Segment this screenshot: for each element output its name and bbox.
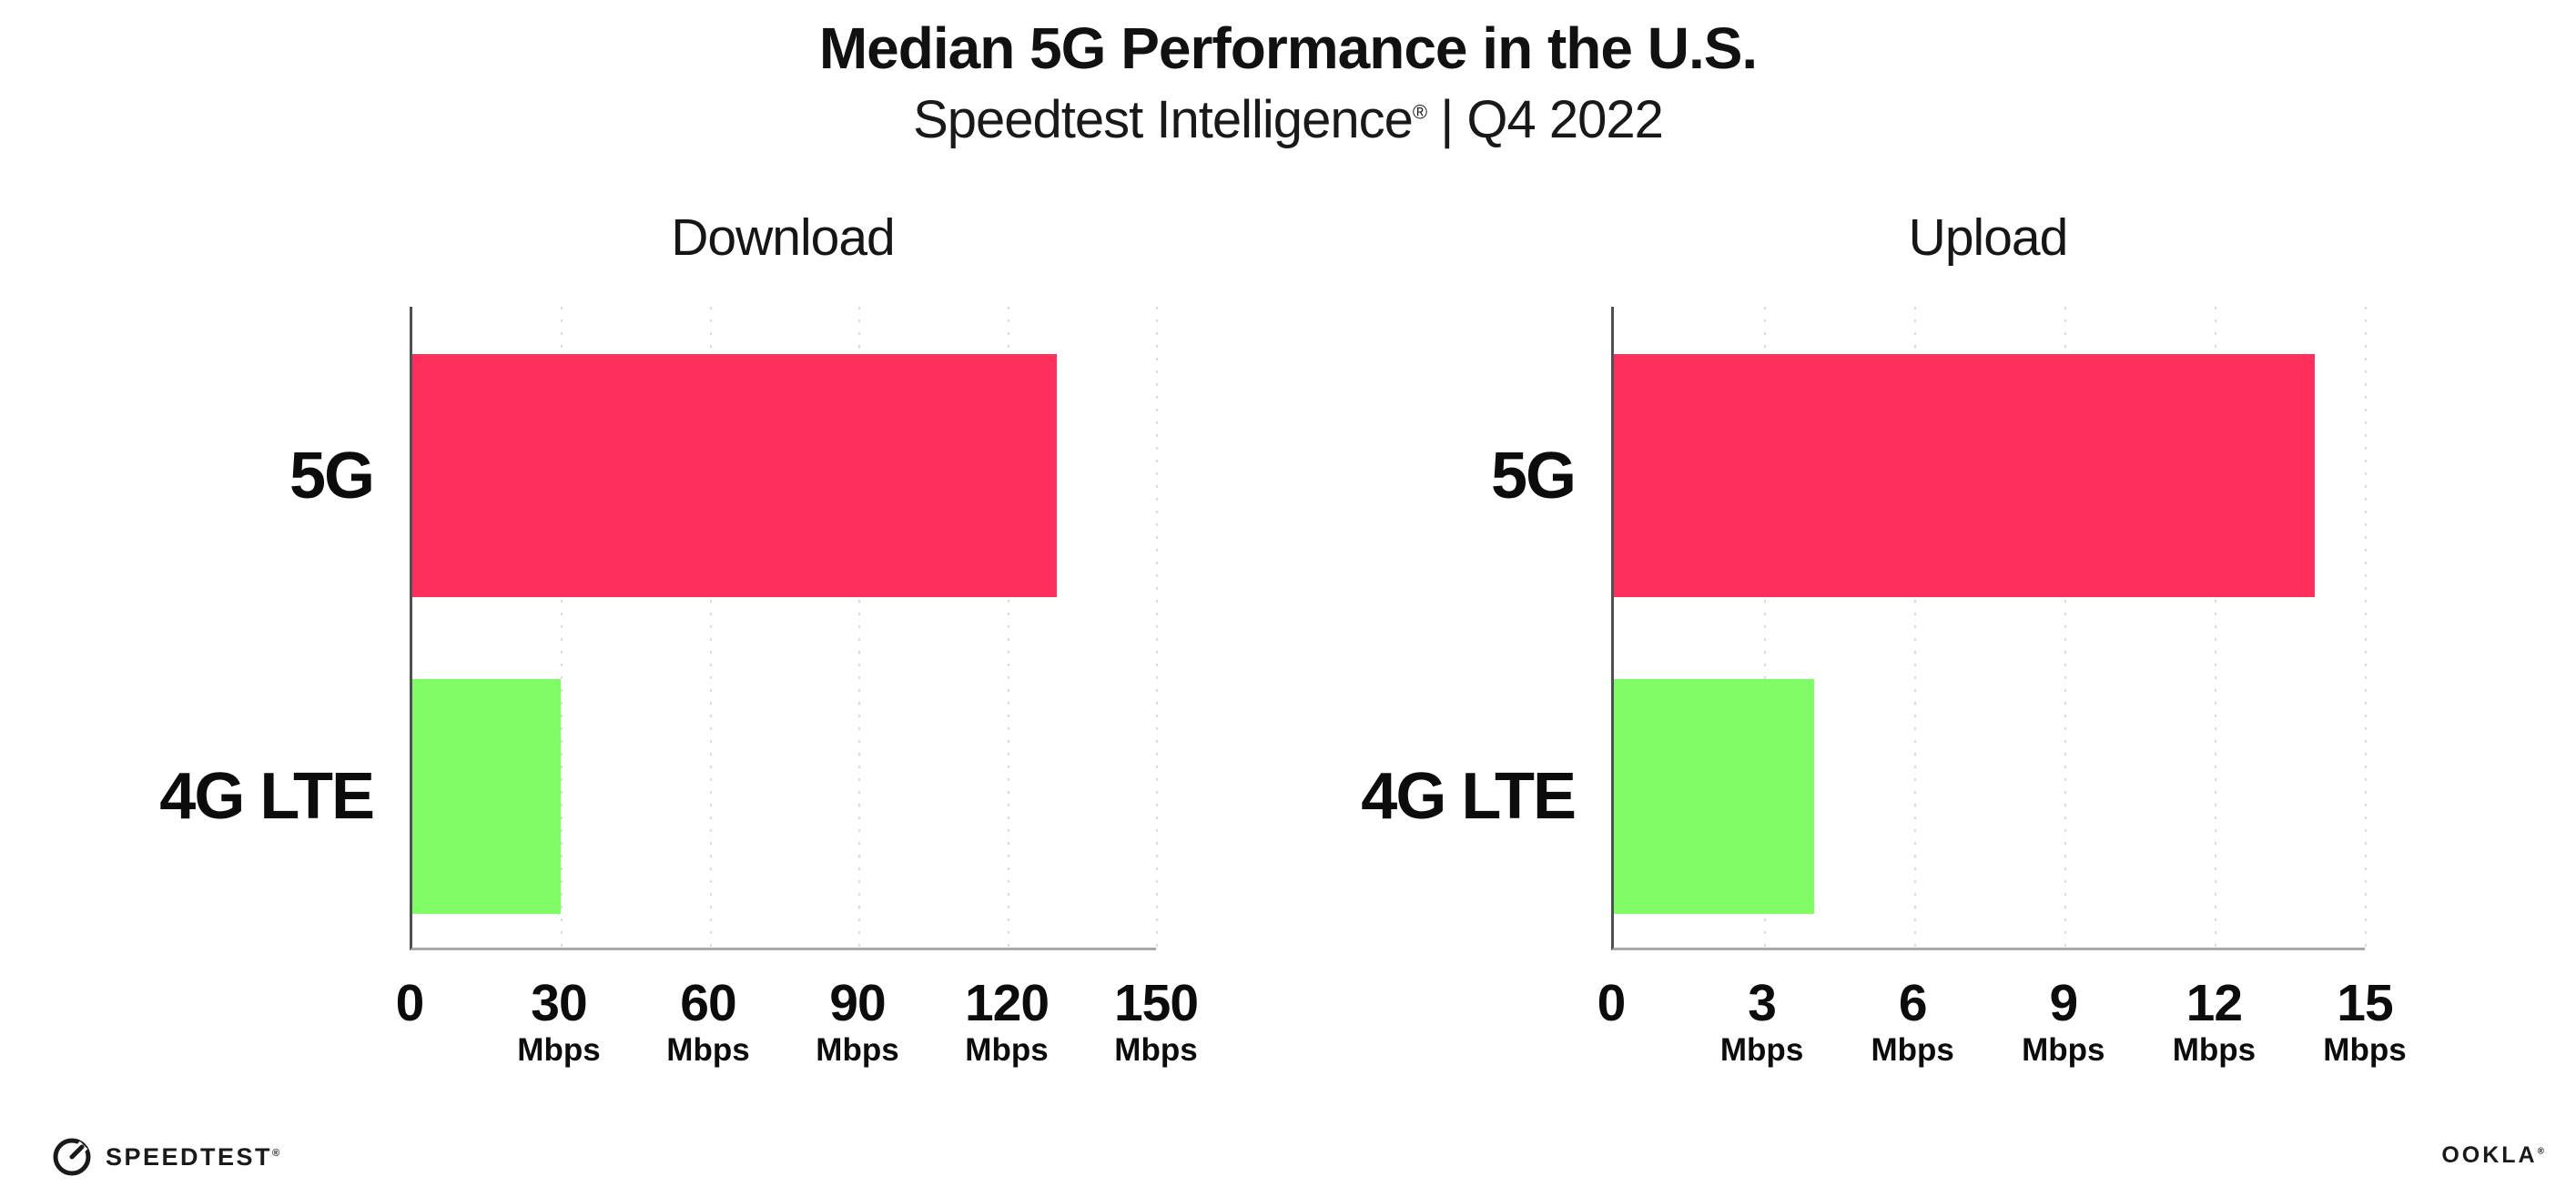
upload-xtick-15: 15 Mbps [2323,976,2406,1070]
download-xtick-value-90: 90 [829,974,886,1032]
upload-xtick-unit-6: Mbps [1871,1032,1954,1068]
download-xtick-60: 60 Mbps [666,976,749,1070]
download-xtick-value-150: 150 [1113,974,1199,1032]
download-xtick-30: 30 Mbps [517,976,600,1070]
page-title: Median 5G Performance in the U.S. [818,15,1758,81]
download-xtick-value-120: 120 [964,974,1050,1032]
upload-xtick-value-0: 0 [1597,974,1627,1032]
ookla-text: OOKLA [2441,1142,2538,1168]
registered-mark: ® [1412,100,1427,124]
upload-category-label-5g: 5G [1490,439,1577,512]
upload-xtick-unit-9: Mbps [2022,1032,2105,1068]
download-xtick-unit-90: Mbps [816,1032,899,1068]
page-subtitle: Speedtest Intelligence® | Q4 2022 [0,89,2576,150]
upload-gridline-15 [2365,307,2367,948]
speedtest-wordmark: SPEEDTEST® [106,1143,282,1172]
download-bar-4g-lte [412,679,562,914]
upload-xtick-0: 0 [1597,974,1627,1032]
download-chart-title: Download [671,208,896,267]
download-gridline-60 [709,307,712,948]
upload-gridline-6 [1914,307,1916,948]
upload-gridline-12 [2215,307,2216,948]
upload-xtick-unit-15: Mbps [2323,1032,2407,1068]
download-xtick-120: 120 Mbps [964,974,1050,1070]
download-xtick-unit-60: Mbps [666,1032,750,1068]
upload-xtick-9: 9 Mbps [2022,976,2104,1070]
subtitle-product: Speedtest Intelligence [913,90,1414,149]
speedtest-text: SPEEDTEST [106,1142,273,1171]
ookla-logo: OOKLA® [2441,1142,2547,1169]
download-xtick-unit-150: Mbps [1114,1032,1198,1068]
upload-xtick-value-12: 12 [2186,974,2243,1032]
download-xtick-0: 0 [395,974,425,1032]
download-gridline-120 [1007,307,1009,948]
upload-xtick-12: 12 Mbps [2173,976,2256,1070]
upload-xtick-value-15: 15 [2337,974,2393,1032]
upload-xtick-value-3: 3 [1748,974,1777,1032]
upload-xtick-value-9: 9 [2049,974,2078,1032]
upload-xtick-3: 3 Mbps [1720,976,1803,1070]
download-gridline-30 [561,307,563,948]
upload-xtick-unit-3: Mbps [1719,1032,1804,1068]
download-xtick-90: 90 Mbps [816,976,898,1070]
upload-xtick-value-6: 6 [1898,974,1928,1032]
download-gridline-90 [858,307,861,948]
upload-category-label-4g-lte: 4G LTE [1361,760,1577,833]
upload-xtick-unit-12: Mbps [2172,1032,2257,1068]
upload-plot-area [1611,307,2367,950]
subtitle-period: | Q4 2022 [1440,90,1664,149]
download-category-label-4g-lte: 4G LTE [159,760,375,833]
upload-gridline-9 [2064,307,2066,948]
download-xtick-150: 150 Mbps [1113,974,1199,1070]
upload-xtick-6: 6 Mbps [1871,976,1953,1070]
ookla-registered-mark: ® [2537,1146,2547,1157]
download-category-label-5g: 5G [289,439,375,512]
upload-bar-5g [1614,354,2315,597]
download-xtick-unit-30: Mbps [517,1032,601,1068]
download-xtick-value-0: 0 [395,974,425,1032]
download-xtick-value-30: 30 [531,974,587,1032]
download-bar-5g [412,354,1058,597]
download-plot-area [410,307,1158,950]
speedtest-gauge-icon [53,1138,91,1176]
download-xtick-unit-120: Mbps [965,1032,1049,1068]
download-xtick-value-60: 60 [680,974,736,1032]
upload-chart-title: Upload [1908,208,2069,267]
upload-gridline-3 [1764,307,1766,948]
speedtest-logo: SPEEDTEST® [51,1136,282,1178]
speedtest-registered-mark: ® [272,1147,282,1159]
download-gridline-150 [1156,307,1158,948]
upload-bar-4g-lte [1614,679,1814,914]
